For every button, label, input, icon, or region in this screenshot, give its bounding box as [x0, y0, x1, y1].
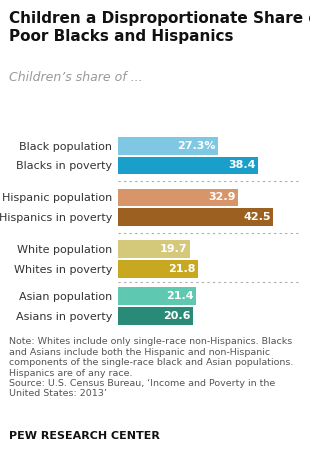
Text: Children a Disproportionate Share of
Poor Blacks and Hispanics: Children a Disproportionate Share of Poo… — [9, 11, 310, 44]
Bar — [118, 260, 197, 278]
Text: PEW RESEARCH CENTER: PEW RESEARCH CENTER — [9, 431, 160, 441]
Bar — [118, 307, 193, 325]
Text: 21.4: 21.4 — [166, 291, 194, 301]
Text: 21.8: 21.8 — [168, 264, 195, 274]
Bar — [118, 137, 218, 155]
Bar — [118, 241, 190, 258]
Bar — [118, 157, 258, 174]
Text: 32.9: 32.9 — [208, 192, 236, 202]
Text: 38.4: 38.4 — [228, 161, 256, 170]
Text: Children’s share of ...: Children’s share of ... — [9, 71, 143, 84]
Text: 20.6: 20.6 — [163, 311, 191, 321]
Text: 27.3%: 27.3% — [177, 141, 215, 151]
Bar — [118, 189, 238, 207]
Text: 42.5: 42.5 — [244, 212, 271, 222]
Bar — [118, 208, 273, 226]
Bar — [118, 287, 196, 305]
Text: 19.7: 19.7 — [160, 244, 188, 254]
Text: Note: Whites include only single-race non-Hispanics. Blacks
and Asians include b: Note: Whites include only single-race no… — [9, 337, 294, 398]
